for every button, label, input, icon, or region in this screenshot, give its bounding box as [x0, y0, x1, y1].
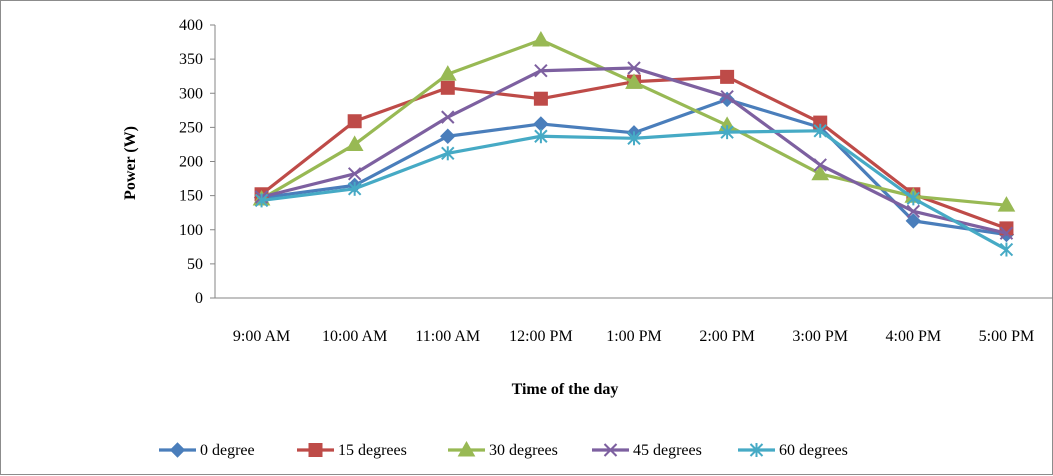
data-point: [720, 89, 734, 104]
y-axis-title: Power (W): [122, 126, 139, 200]
series-4: [254, 123, 1014, 257]
y-tick-label: 200: [179, 154, 203, 171]
data-point: [625, 73, 643, 89]
axes: 0 50 100 150 200 250 300 350 400 9:00 AM 10:00 AM 1…: [179, 17, 1053, 345]
x-tick-label: 4:00 PM: [886, 328, 942, 345]
x-tick-label: 1:00 PM: [606, 328, 662, 345]
data-point: [720, 125, 734, 140]
data-point: [440, 128, 456, 144]
y-tick-label: 300: [179, 85, 203, 102]
y-tick-label: 0: [195, 290, 203, 307]
data-point: [813, 123, 827, 138]
legend-label: 30 degrees: [489, 442, 558, 459]
legend: 0 degree 15 degrees 30 degrees 45 degrees 60…: [159, 440, 848, 459]
series-line: [261, 97, 1007, 237]
data-point: [905, 213, 922, 229]
data-point: [441, 110, 455, 124]
y-tick-label: 100: [179, 222, 203, 239]
x-tick-label: 11:00 AM: [415, 328, 480, 345]
y-tick-label: 150: [179, 188, 203, 205]
data-point: [811, 164, 830, 181]
y-tick-label: 400: [179, 17, 203, 34]
legend-item: 45 degrees: [592, 442, 702, 459]
legend-label: 60 degrees: [779, 442, 848, 459]
data-point: [440, 80, 455, 95]
legend-label: 45 degrees: [633, 442, 702, 459]
legend-label: 15 degrees: [338, 442, 407, 459]
x-tick-label: 3:00 PM: [792, 328, 848, 345]
x-tick-label: 12:00 PM: [509, 328, 573, 345]
data-point: [347, 181, 362, 196]
legend-marker: [169, 442, 186, 458]
series-line: [260, 75, 1007, 230]
series-1: [254, 69, 1014, 236]
data-point: [999, 242, 1014, 257]
series-2: [252, 31, 1016, 212]
legend-item: 60 degrees: [738, 442, 848, 459]
series-group: [252, 31, 1016, 257]
data-point: [534, 64, 548, 78]
legend-marker: [749, 443, 764, 457]
y-tick-label: 350: [179, 51, 203, 68]
legend-label: 0 degree: [200, 442, 255, 459]
data-point: [906, 191, 921, 206]
legend-item: 15 degrees: [297, 442, 407, 459]
x-tick-label: 10:00 AM: [322, 328, 387, 345]
x-tick-label: 2:00 PM: [699, 328, 755, 345]
x-tick-label: 5:00 PM: [979, 328, 1035, 345]
data-point: [997, 196, 1016, 212]
legend-marker: [603, 443, 618, 457]
data-point: [254, 193, 269, 208]
data-point: [347, 114, 362, 129]
series-line: [261, 66, 1007, 235]
data-point: [999, 226, 1014, 240]
data-point: [533, 91, 548, 106]
legend-item: 30 degrees: [448, 440, 558, 459]
legend-item: 0 degree: [159, 442, 255, 459]
data-point: [438, 65, 457, 81]
legend-marker: [457, 440, 476, 457]
data-point: [345, 135, 364, 151]
legend-marker: [308, 443, 323, 457]
y-tick-label: 50: [187, 256, 203, 273]
data-point: [533, 116, 549, 132]
series-3: [254, 61, 1014, 240]
data-point: [906, 204, 921, 219]
data-point: [720, 69, 735, 84]
data-point: [627, 131, 641, 146]
data-point: [813, 158, 827, 172]
x-tick-label: 9:00 AM: [233, 328, 290, 345]
data-point: [627, 61, 641, 75]
x-axis-title: Time of the day: [512, 381, 619, 398]
data-point: [534, 129, 548, 144]
y-tick-label: 250: [179, 119, 203, 136]
data-point: [532, 31, 550, 47]
data-point: [441, 146, 455, 161]
data-point: [347, 167, 362, 181]
